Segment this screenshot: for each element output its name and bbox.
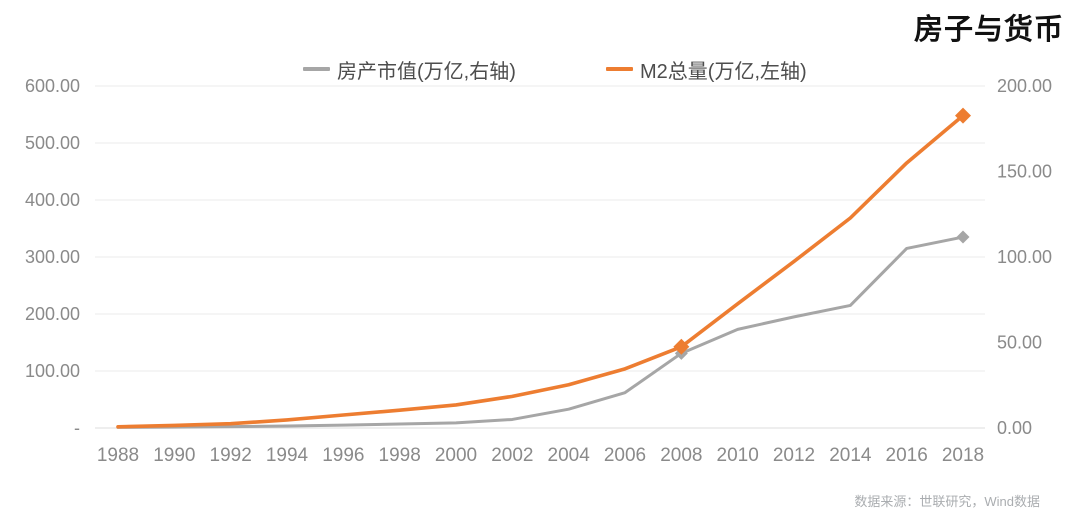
x-axis-label: 2010 bbox=[717, 445, 759, 466]
x-axis-label: 2004 bbox=[548, 445, 591, 466]
m2-line bbox=[116, 113, 965, 429]
x-axis-label: 1996 bbox=[322, 445, 364, 466]
legend-line-swatch-gray bbox=[303, 67, 330, 71]
legend-item-m2: M2总量(万亿,左轴) bbox=[606, 56, 807, 83]
data-source-note: 数据来源：世联研究，Wind数据 bbox=[854, 494, 1040, 509]
x-axis-label: 2014 bbox=[829, 445, 872, 466]
x-axis-label: 2008 bbox=[660, 445, 702, 466]
left-axis-label: - bbox=[74, 418, 80, 438]
x-axis-label: 2018 bbox=[942, 445, 984, 466]
legend-line-swatch-orange bbox=[606, 67, 633, 71]
legend-label-property-value: 房产市值(万亿,右轴) bbox=[337, 60, 516, 83]
left-axis-label: 300.00 bbox=[25, 247, 80, 267]
m2-marker bbox=[673, 338, 690, 355]
legend-label-m2: M2总量(万亿,左轴) bbox=[640, 60, 807, 83]
x-axis-label: 1994 bbox=[266, 445, 309, 466]
right-axis-label: 100.00 bbox=[997, 247, 1052, 267]
x-axis-label: 2002 bbox=[491, 445, 533, 466]
left-axis-label: 100.00 bbox=[25, 361, 80, 381]
x-axis-label: 2016 bbox=[886, 445, 928, 466]
left-axis-label: 500.00 bbox=[25, 133, 80, 153]
x-axis-label: 1998 bbox=[379, 445, 421, 466]
left-axis-label: 400.00 bbox=[25, 190, 80, 210]
x-axis-label: 2006 bbox=[604, 445, 646, 466]
left-axis-label: 600.00 bbox=[25, 76, 80, 96]
property-value-marker bbox=[956, 230, 970, 244]
right-axis-label: 0.00 bbox=[997, 418, 1032, 438]
m2-marker bbox=[955, 107, 971, 124]
x-axis-label: 2012 bbox=[773, 445, 815, 466]
x-axis-label: 1992 bbox=[210, 445, 252, 466]
chart-title: 房子与货币 bbox=[913, 14, 1064, 46]
property-value-line bbox=[116, 235, 965, 429]
x-axis-label: 1990 bbox=[153, 445, 195, 466]
x-axis-label: 2000 bbox=[435, 445, 477, 466]
x-axis-label: 1988 bbox=[97, 445, 139, 466]
right-axis-label: 150.00 bbox=[997, 162, 1052, 182]
left-axis-label: 200.00 bbox=[25, 304, 80, 324]
right-axis-label: 50.00 bbox=[997, 333, 1042, 353]
legend-item-property-value: 房产市值(万亿,右轴) bbox=[303, 56, 516, 83]
right-axis-label: 200.00 bbox=[997, 76, 1052, 96]
